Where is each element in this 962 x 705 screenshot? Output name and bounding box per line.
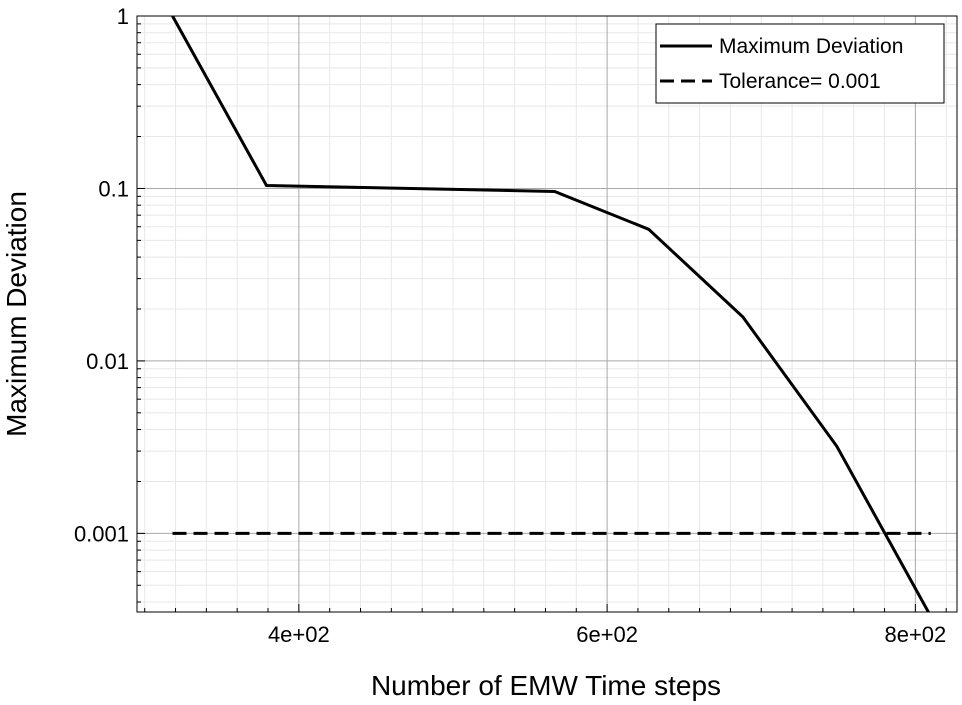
y-tick-label: 0.01 <box>86 349 129 374</box>
plot-frame <box>136 15 958 613</box>
y-tick-label: 0.1 <box>98 176 129 201</box>
minor-grid <box>137 16 957 612</box>
legend-label-tolerance: Tolerance= 0.001 <box>719 70 881 93</box>
y-axis-title: Maximum Deviation <box>1 191 32 437</box>
series-layer <box>171 16 931 612</box>
x-tick-label: 8e+02 <box>884 622 946 647</box>
y-tick-label: 0.001 <box>74 521 129 546</box>
x-tick-label: 6e+02 <box>576 622 638 647</box>
tick-labels: 4e+02 6e+02 8e+02 1 0.1 0.01 0.001 <box>74 4 946 647</box>
legend-label-maximum-deviation: Maximum Deviation <box>719 35 903 58</box>
x-axis-title: Number of EMW Time steps <box>371 670 721 701</box>
legend-box <box>655 23 945 104</box>
x-tick-label: 4e+02 <box>268 622 330 647</box>
y-tick-label: 1 <box>117 4 129 29</box>
axis-ticks <box>137 15 947 612</box>
major-grid <box>137 15 957 612</box>
series-line-maximum-deviation <box>171 16 931 612</box>
legend: Maximum Deviation Tolerance= 0.001 <box>655 23 945 104</box>
